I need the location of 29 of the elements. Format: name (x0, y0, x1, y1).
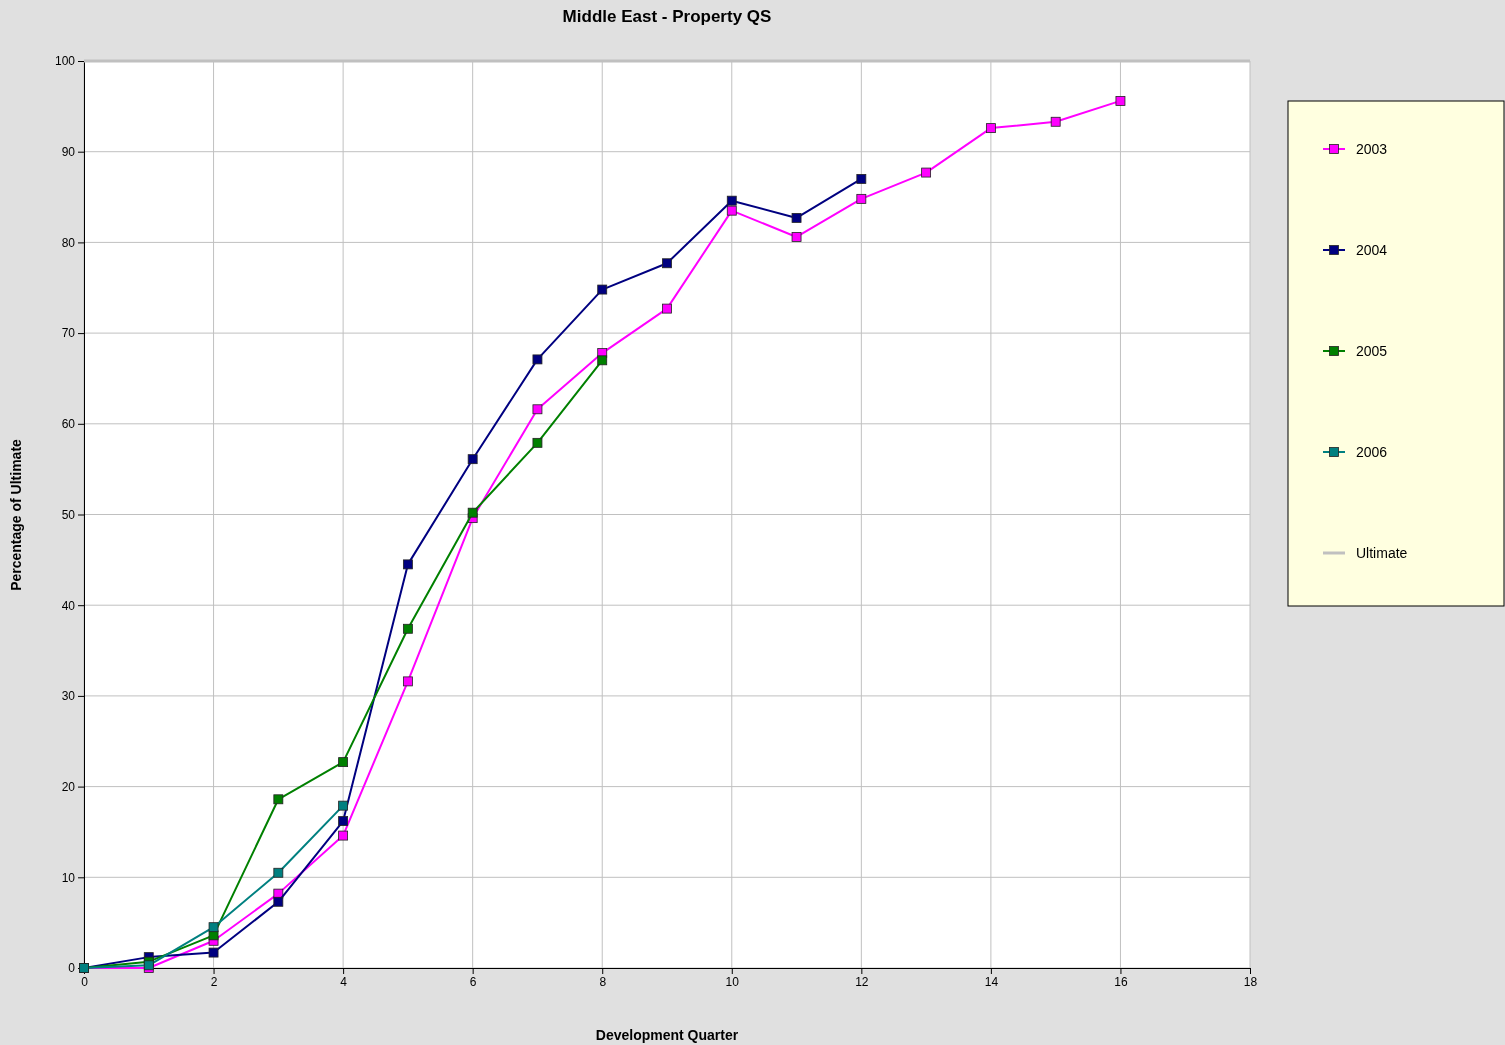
chart-title: Middle East - Property QS (562, 7, 772, 26)
legend-label: 2004 (1356, 242, 1388, 258)
x-tick-label: 16 (1114, 974, 1128, 989)
y-tick-label: 30 (61, 689, 76, 704)
y-tick-label: 20 (61, 779, 76, 794)
legend-label: 2005 (1356, 343, 1388, 359)
x-tick-label: 8 (599, 974, 607, 989)
y-tick-label: 80 (61, 235, 76, 250)
x-tick-label: 4 (340, 974, 348, 989)
y-tick-label: 50 (61, 507, 76, 522)
legend-label: Ultimate (1356, 545, 1408, 561)
y-tick-label: 60 (61, 417, 76, 432)
x-tick-label: 0 (81, 974, 89, 989)
x-tick-label: 18 (1243, 974, 1258, 989)
x-tick-label: 14 (984, 974, 999, 989)
x-tick-label: 6 (469, 974, 477, 989)
legend-label: 2003 (1356, 141, 1388, 157)
y-tick-label: 10 (61, 870, 76, 885)
y-tick-label: 0 (68, 961, 76, 976)
legend-label: 2006 (1356, 444, 1388, 460)
x-tick-label: 12 (855, 974, 869, 989)
x-axis-title: Development Quarter (595, 1027, 739, 1043)
x-tick-label: 2 (210, 974, 218, 989)
y-tick-label: 70 (61, 326, 76, 341)
y-tick-label: 40 (61, 598, 76, 613)
y-tick-label: 100 (54, 54, 76, 69)
y-axis-title: Percentage of Ultimate (8, 438, 24, 591)
x-tick-label: 10 (725, 974, 740, 989)
y-tick-label: 90 (61, 145, 76, 160)
